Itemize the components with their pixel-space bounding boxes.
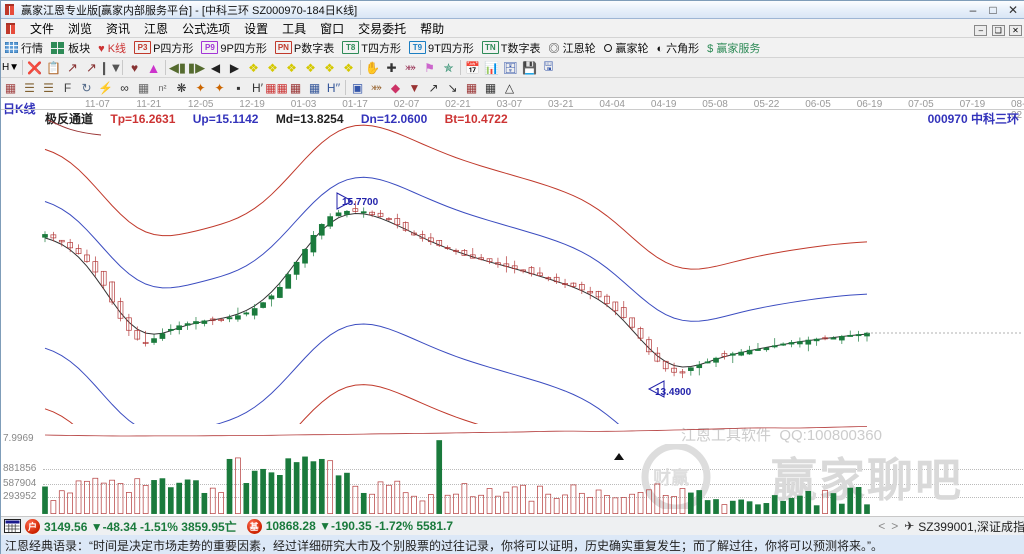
- svg-text:13.4900: 13.4900: [655, 387, 692, 398]
- svg-text:15.7700: 15.7700: [342, 197, 379, 208]
